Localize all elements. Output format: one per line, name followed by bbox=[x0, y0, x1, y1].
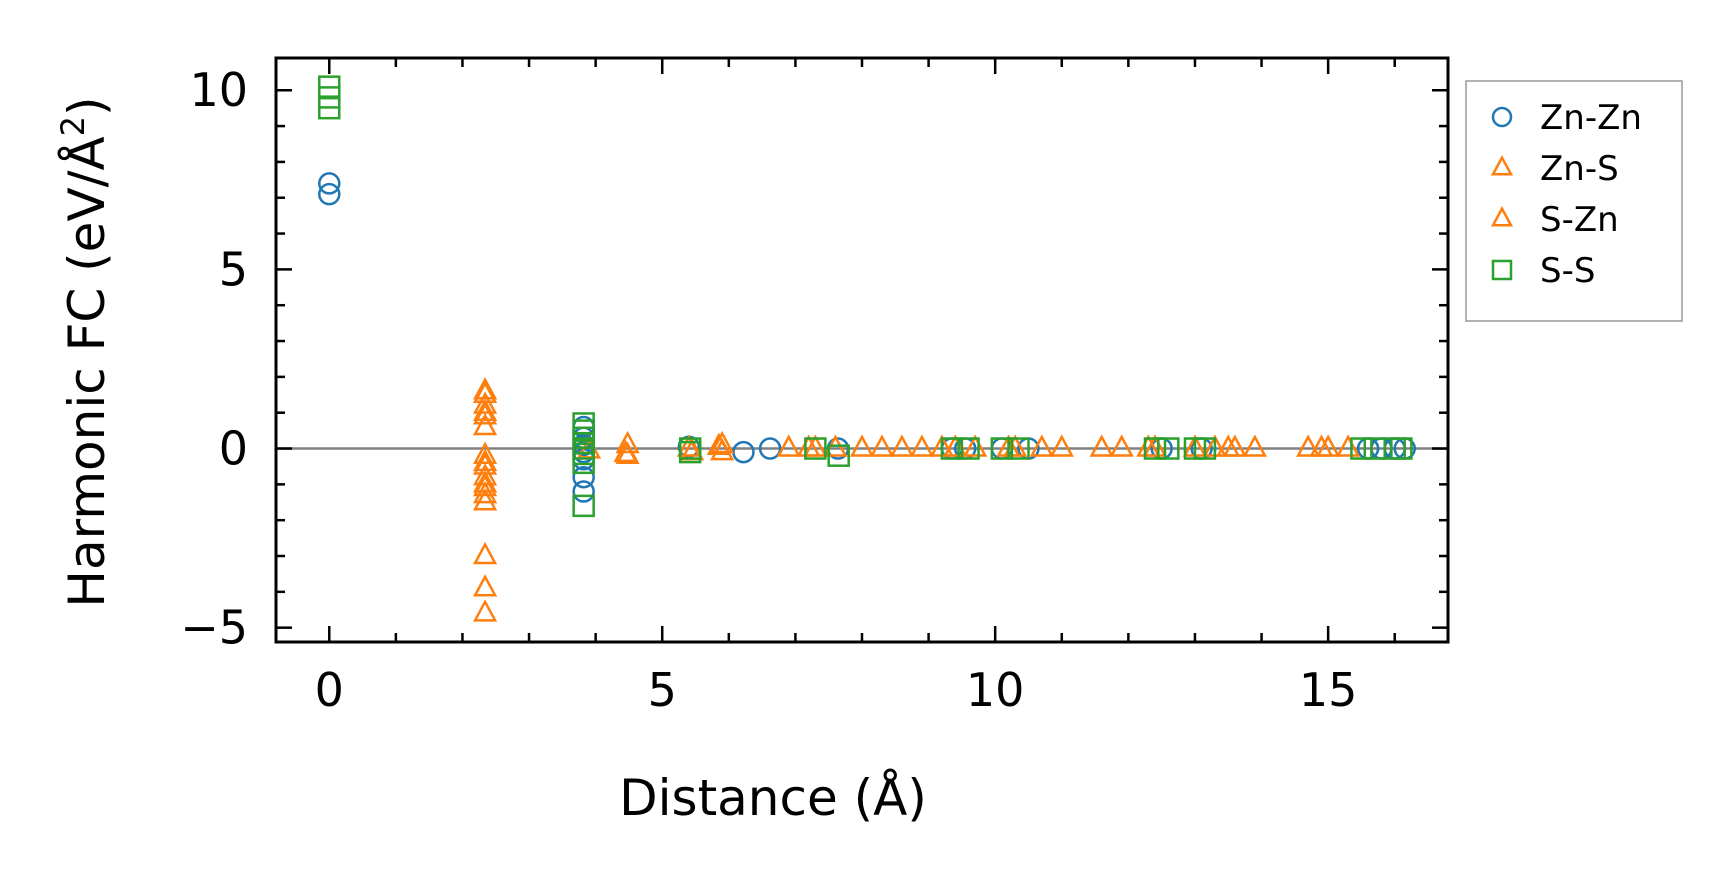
data-point bbox=[1242, 434, 1267, 457]
data-point bbox=[1007, 437, 1030, 460]
y-axis-label: Harmonic FC (eV/Å2) bbox=[54, 96, 116, 607]
y-tick-label: 10 bbox=[189, 63, 248, 117]
data-point bbox=[940, 437, 964, 460]
y-tick-label: −5 bbox=[180, 601, 248, 655]
data-point bbox=[318, 172, 341, 195]
data-point bbox=[613, 439, 638, 463]
data-point bbox=[909, 434, 935, 457]
data-point bbox=[472, 402, 498, 425]
data-point bbox=[1157, 437, 1180, 460]
legend-label: S-S bbox=[1540, 251, 1595, 291]
data-point bbox=[776, 434, 801, 457]
data-point bbox=[472, 574, 498, 597]
data-point bbox=[678, 437, 702, 460]
data-point bbox=[869, 434, 895, 457]
data-point bbox=[472, 441, 498, 464]
data-point bbox=[615, 430, 640, 454]
legend-marker bbox=[1491, 259, 1513, 281]
data-point bbox=[472, 488, 498, 511]
data-point bbox=[472, 412, 498, 436]
data-point bbox=[849, 434, 875, 457]
legend-label: Zn-Zn bbox=[1540, 98, 1642, 138]
data-point bbox=[318, 182, 341, 206]
data-point bbox=[1089, 434, 1114, 457]
legend-marker bbox=[1491, 106, 1513, 128]
data-point bbox=[1109, 434, 1134, 457]
data-point bbox=[963, 434, 988, 457]
data-point bbox=[472, 377, 498, 400]
data-point bbox=[1216, 434, 1241, 457]
data-point bbox=[957, 437, 980, 460]
data-point bbox=[1142, 434, 1168, 457]
data-point bbox=[990, 437, 1014, 460]
data-point bbox=[572, 451, 595, 475]
data-point bbox=[1193, 437, 1217, 460]
data-point bbox=[804, 437, 827, 460]
data-point bbox=[472, 473, 498, 497]
y-tick-label: 5 bbox=[219, 242, 248, 296]
data-point bbox=[710, 430, 735, 454]
x-tick-label: 0 bbox=[315, 663, 344, 717]
data-point bbox=[1390, 437, 1413, 460]
data-point bbox=[758, 437, 782, 460]
plot-frame bbox=[274, 56, 1450, 644]
series-s-zn bbox=[472, 377, 1334, 511]
data-point bbox=[318, 96, 341, 120]
data-point bbox=[827, 444, 850, 467]
data-point bbox=[472, 480, 498, 504]
data-point bbox=[1049, 434, 1074, 457]
data-point bbox=[1029, 434, 1054, 457]
series-zn-s bbox=[472, 380, 1361, 622]
legend-marker bbox=[1490, 206, 1514, 227]
data-point bbox=[572, 494, 595, 518]
legend-label: Zn-S bbox=[1540, 149, 1619, 189]
x-tick-label: 5 bbox=[648, 663, 677, 717]
legend-box bbox=[1465, 80, 1683, 322]
data-point bbox=[1336, 434, 1361, 457]
data-point bbox=[572, 480, 595, 503]
series-s-s bbox=[318, 75, 1413, 518]
data-point bbox=[472, 599, 498, 622]
legend-marker bbox=[1490, 155, 1514, 176]
plot-area bbox=[276, 75, 1448, 622]
data-point bbox=[1309, 434, 1334, 457]
legend-label: S-Zn bbox=[1540, 200, 1619, 240]
data-point bbox=[1143, 437, 1167, 460]
x-tick-label: 10 bbox=[966, 663, 1025, 717]
data-point bbox=[676, 434, 701, 457]
data-point bbox=[706, 432, 731, 455]
data-point bbox=[732, 440, 755, 464]
data-point bbox=[572, 465, 595, 489]
data-point bbox=[889, 434, 915, 457]
x-tick-label: 15 bbox=[1299, 663, 1358, 717]
data-point bbox=[472, 541, 498, 565]
x-axis-label: Distance (Å) bbox=[619, 769, 927, 827]
legend: Zn-Zn Zn-S S-Zn S-S bbox=[1465, 80, 1683, 322]
data-point bbox=[796, 434, 821, 457]
data-point bbox=[472, 391, 498, 414]
data-point bbox=[472, 448, 498, 472]
y-tick-label: 0 bbox=[219, 422, 248, 476]
axis-ticks: 0 5 10 15 −5 0 5 10 bbox=[180, 58, 1448, 717]
data-point bbox=[1350, 437, 1373, 460]
data-point bbox=[943, 434, 968, 457]
data-point bbox=[1296, 434, 1321, 457]
data-point bbox=[472, 398, 498, 421]
